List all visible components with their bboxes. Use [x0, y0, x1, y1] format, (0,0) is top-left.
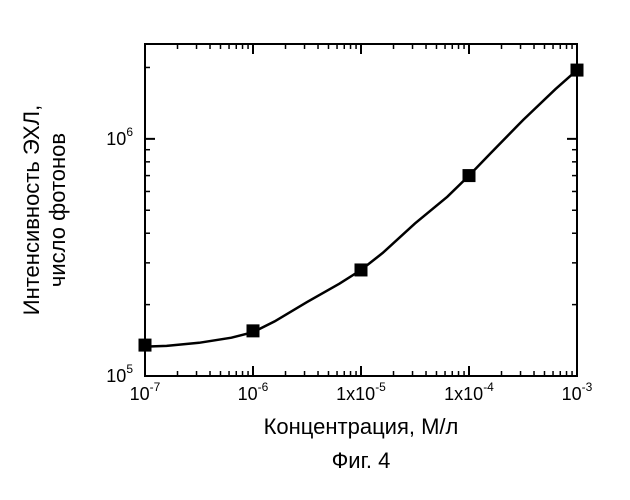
svg-text:106: 106	[106, 125, 133, 149]
x-axis-tick-labels: 10-7 10-6 1x10-5 1x10-4 10-3	[130, 380, 593, 404]
y-axis-title: Интенсивность ЭХЛ,число фотонов	[19, 105, 70, 315]
figure-caption: Фиг. 4	[332, 448, 391, 473]
data-markers	[139, 64, 583, 351]
data-point	[571, 64, 583, 76]
svg-text:10-3: 10-3	[562, 380, 593, 404]
svg-text:10-7: 10-7	[130, 380, 161, 404]
data-point	[463, 170, 475, 182]
data-point	[355, 264, 367, 276]
svg-text:105: 105	[106, 362, 133, 386]
svg-text:1x10-5: 1x10-5	[336, 380, 386, 404]
svg-text:10-6: 10-6	[238, 380, 269, 404]
y-axis-tick-labels: 105 106	[106, 125, 133, 386]
data-point	[247, 325, 259, 337]
plot-border	[145, 44, 577, 376]
svg-text:1x10-4: 1x10-4	[444, 380, 494, 404]
data-point	[139, 339, 151, 351]
x-axis-title: Концентрация, М/л	[264, 414, 459, 439]
y-axis-ticks	[145, 67, 577, 376]
x-axis-ticks	[145, 44, 577, 376]
fit-curve	[145, 70, 577, 347]
ecl-intensity-chart: 10-7 10-6 1x10-5 1x10-4 10-3 105 106 Концентр…	[0, 0, 630, 500]
